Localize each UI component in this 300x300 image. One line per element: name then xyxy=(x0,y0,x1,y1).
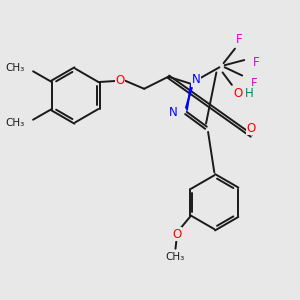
Text: F: F xyxy=(251,77,258,90)
Text: O: O xyxy=(233,87,243,100)
Text: N: N xyxy=(192,73,200,86)
Text: F: F xyxy=(254,56,260,69)
Text: F: F xyxy=(236,33,242,46)
Text: H: H xyxy=(245,87,254,100)
Text: CH₃: CH₃ xyxy=(6,118,25,128)
Text: O: O xyxy=(116,74,124,87)
Text: O: O xyxy=(247,122,256,135)
Text: O: O xyxy=(172,228,181,241)
Text: CH₃: CH₃ xyxy=(166,252,185,262)
Text: N: N xyxy=(169,106,178,119)
Text: CH₃: CH₃ xyxy=(6,63,25,73)
